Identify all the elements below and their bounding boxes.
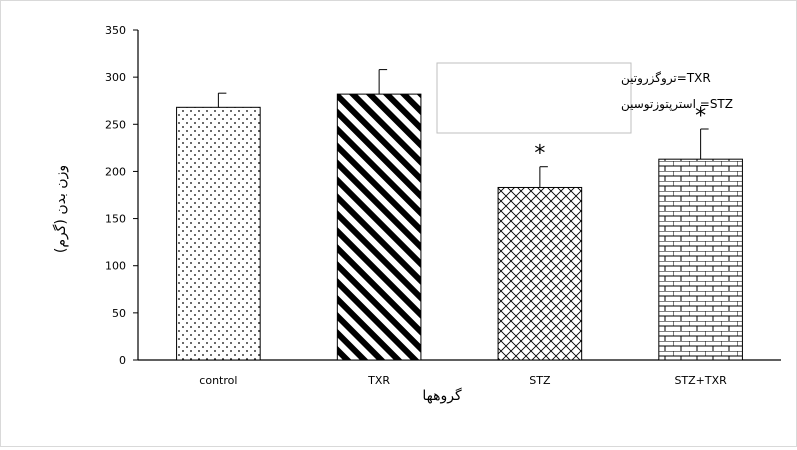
y-tick-label: 50 <box>112 307 126 320</box>
significance-marker: * <box>534 142 545 167</box>
y-tick-label: 350 <box>105 24 126 37</box>
y-tick-label: 250 <box>105 118 126 131</box>
bar-stz <box>497 186 583 361</box>
legend-item-txr: TXR=تروگزروتین <box>621 71 711 86</box>
legend-item-stz: STZ= استرپتوزتوسین <box>621 97 733 112</box>
x-tick-label: STZ+TXR <box>674 374 727 387</box>
x-tick-label: control <box>199 374 237 387</box>
bar-control <box>176 106 261 361</box>
y-tick-label: 0 <box>119 354 126 367</box>
legend: TXR=تروگزروتین STZ= استرپتوزتوسین <box>436 62 733 134</box>
bar-txr <box>336 93 422 361</box>
bars: control TXR * STZ * STZ+TXR <box>176 69 743 387</box>
y-tick-label: 150 <box>105 213 126 226</box>
x-tick-label: TXR <box>367 374 390 387</box>
bar-stz-txr <box>658 158 743 361</box>
y-tick-label: 100 <box>105 260 126 273</box>
significance-marker: * <box>695 104 706 129</box>
x-axis-label: گروهها <box>422 387 462 404</box>
y-axis-label: وزن بدن (گرم) <box>52 165 69 253</box>
y-tick-label: 200 <box>105 165 126 178</box>
legend-box <box>436 62 632 134</box>
y-tick-label: 300 <box>105 71 126 84</box>
y-axis: 0 50 100 150 200 250 300 350 <box>105 24 139 367</box>
x-tick-label: STZ <box>529 374 551 387</box>
